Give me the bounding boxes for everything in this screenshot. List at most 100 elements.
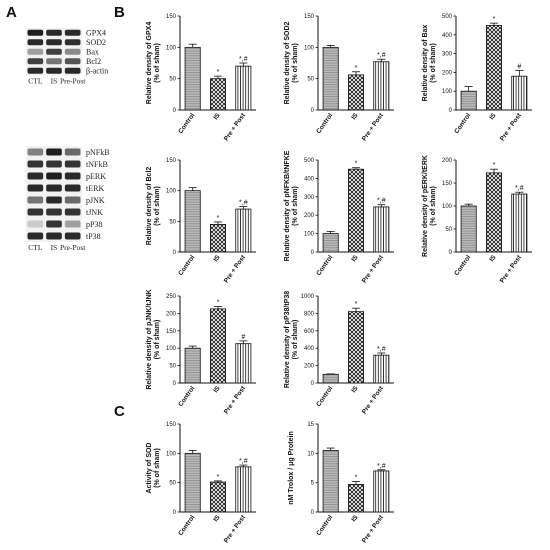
bar (485, 172, 502, 253)
category-label: Pre + Post (223, 384, 248, 415)
blot-band-label: tERK (86, 184, 104, 193)
y-tick-label: 15 (307, 422, 314, 428)
y-tick-label: 300 (304, 195, 315, 201)
bar (347, 168, 364, 253)
y-axis-label: Relative density of Bax (% of sham) (422, 25, 437, 102)
significance-marker: *,# (239, 200, 248, 207)
blot-band (64, 184, 81, 192)
y-tick-label: 200 (304, 213, 315, 219)
blot-band (64, 58, 81, 65)
blot-row: tNFkB (26, 158, 108, 170)
bar (511, 75, 528, 111)
y-tick-label: 50 (169, 481, 176, 487)
y-tick-label: 50 (307, 77, 314, 83)
category-label: IS (212, 385, 222, 395)
blot-band (27, 160, 44, 168)
y-tick-label: 600 (304, 329, 315, 335)
blot-row: tERK (26, 182, 104, 194)
bar (184, 46, 201, 111)
blot-row: tJNK (26, 206, 103, 218)
bar (322, 449, 339, 513)
category-label: Control (315, 112, 334, 135)
y-axis-label-line: (% of sham) (292, 186, 299, 226)
y-axis-label-line: Relative density of pP38/tP38 (284, 291, 291, 388)
bar (209, 308, 226, 384)
y-tick-label: 5 (311, 481, 315, 487)
blot-band-label: tNFkB (86, 160, 108, 169)
blot-band (27, 58, 44, 65)
blot-band (46, 67, 62, 74)
chart-5: 0 100 200 300 400 500 Relative density of pNFK… (284, 150, 394, 284)
y-tick-label: 50 (169, 77, 176, 83)
y-axis-label-line: (% of sham) (154, 43, 161, 83)
blot-band-label: tJNK (86, 208, 103, 217)
y-axis-label: Relative density of Bcl2 (% of sham) (146, 167, 161, 246)
significance-marker: * (493, 162, 496, 169)
y-tick-label: 200 (442, 158, 453, 164)
bar (209, 223, 226, 253)
y-tick-label: 0 (311, 250, 315, 256)
y-tick-label: 100 (304, 232, 315, 238)
blot-band-label: pJNK (86, 196, 105, 205)
y-tick-label: 100 (166, 45, 177, 51)
category-label: IS (212, 112, 222, 122)
y-tick-label: 400 (304, 176, 315, 182)
y-axis-label-line: Relative density of Bcl2 (146, 167, 153, 246)
bar (347, 311, 364, 384)
category-label: Control (177, 385, 196, 408)
significance-marker: * (217, 215, 220, 222)
bar (322, 46, 339, 111)
bar (209, 481, 226, 513)
chart-1: 0 50 100 150 Relative density of GPX4 (% of s… (146, 14, 256, 142)
blot-band (46, 232, 62, 240)
bar (322, 373, 339, 384)
category-label: IS (350, 112, 360, 122)
y-tick-label: 200 (442, 70, 453, 76)
y-axis-label-line: Relative density of GPX4 (146, 22, 153, 105)
bar (511, 193, 528, 253)
blot-band-label: β-actin (86, 67, 108, 76)
blot-band (64, 172, 81, 180)
blot-band (27, 67, 44, 74)
blot-band-label: pNFkB (86, 148, 110, 157)
y-axis-label-line: Relative density of Bax (422, 25, 429, 102)
bar (373, 354, 390, 384)
blot-band (64, 160, 81, 168)
y-axis-label-line: nM Trolox / μg Protein (288, 431, 295, 505)
y-axis-label: Relative density of pERK/tERK (% of sham) (422, 155, 437, 257)
y-tick-label: 0 (173, 108, 177, 114)
chart-4: 0 50 100 150 Relative density of Bcl2 (% of s… (146, 158, 256, 284)
y-axis-label: Relative density of pJNK/tJNK (% of sham) (146, 289, 161, 389)
significance-marker: *,# (377, 52, 386, 59)
y-tick-label: 500 (442, 14, 453, 20)
blot-band (64, 208, 81, 216)
blot-band (27, 232, 44, 240)
y-axis-label-line: (% of sham) (292, 43, 299, 83)
y-tick-label: 1000 (301, 294, 315, 300)
y-tick-label: 200 (304, 364, 315, 370)
y-axis-label-line: Relative density of pJNK/tJNK (146, 289, 153, 389)
category-label: IS (350, 254, 360, 264)
bar (322, 233, 339, 253)
blot-row: Bcl2 (26, 56, 101, 66)
significance-marker: *,# (377, 198, 386, 205)
y-tick-label: 50 (169, 219, 176, 225)
y-tick-label: 150 (442, 181, 453, 187)
blot-band (27, 184, 44, 192)
blot-row: Bax (26, 47, 99, 57)
y-tick-label: 150 (166, 329, 177, 335)
blot-band-label: pP38 (86, 220, 102, 229)
y-tick-label: 100 (442, 89, 453, 95)
category-label: IS (212, 514, 222, 524)
category-label: IS (350, 514, 360, 524)
y-tick-label: 0 (173, 510, 177, 516)
y-tick-label: 800 (304, 311, 315, 317)
y-axis-label: Activity of SOD (% of sham) (146, 443, 161, 494)
y-tick-label: 100 (166, 346, 177, 352)
chart-3: 0 100 200 300 400 500 Relative density of Bax(… (422, 14, 532, 142)
category-label: Pre + Post (223, 111, 248, 142)
bar (184, 452, 201, 513)
